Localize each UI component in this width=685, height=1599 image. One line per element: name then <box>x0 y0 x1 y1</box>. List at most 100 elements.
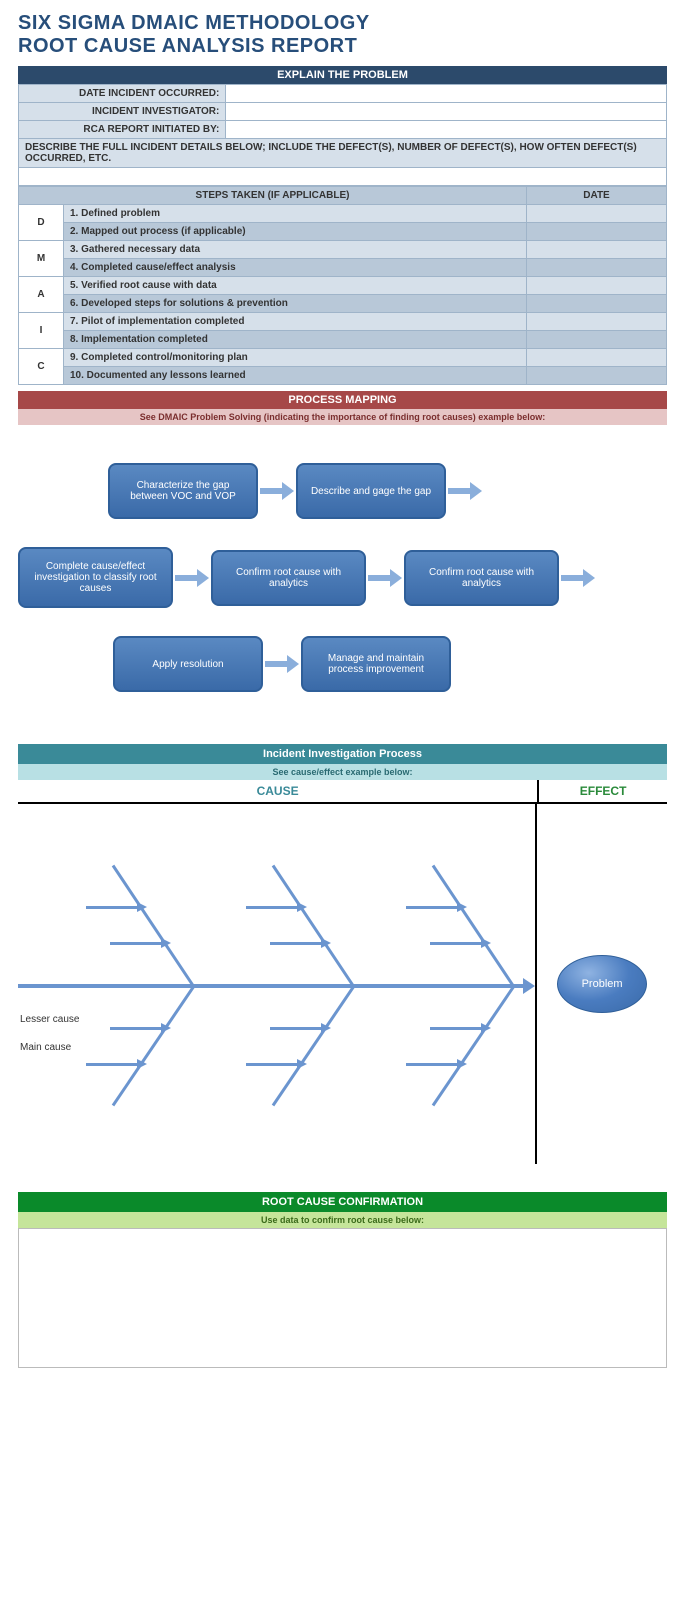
fishbone-cause-area: ToolsProcedureTeamSuppliesSituationSuper… <box>18 804 537 1164</box>
flow-box: Confirm root cause with analytics <box>404 550 559 606</box>
step-text: 10. Documented any lessons learned <box>64 367 527 385</box>
fishbone-bone <box>112 987 194 1107</box>
step-text: 4. Completed cause/effect analysis <box>64 259 527 277</box>
arrow-right-icon <box>161 938 171 948</box>
step-date[interactable] <box>527 313 667 331</box>
step-text: 6. Developed steps for solutions & preve… <box>64 295 527 313</box>
table-row: D 1. Defined problem <box>19 205 667 223</box>
step-date[interactable] <box>527 277 667 295</box>
describe-label: DESCRIBE THE FULL INCIDENT DETAILS BELOW… <box>19 139 667 168</box>
fishbone-subbone <box>246 906 301 909</box>
flow-arrow <box>173 569 211 587</box>
arrow-right-icon <box>481 938 491 948</box>
table-row: INCIDENT INVESTIGATOR: <box>19 103 667 121</box>
table-header-row: STEPS TAKEN (IF APPLICABLE) DATE <box>19 187 667 205</box>
table-row <box>19 168 667 186</box>
step-text: 9. Completed control/monitoring plan <box>64 349 527 367</box>
flow-arrow <box>559 569 597 587</box>
arrow-right-icon <box>457 1059 467 1069</box>
flow-row: Apply resolution Manage and maintain proc… <box>18 636 667 692</box>
flow-box: Apply resolution <box>113 636 263 692</box>
step-text: 3. Gathered necessary data <box>64 241 527 259</box>
flow-box: Describe and gage the gap <box>296 463 446 519</box>
fishbone-subbone <box>270 942 325 945</box>
steps-table: STEPS TAKEN (IF APPLICABLE) DATE D 1. De… <box>18 186 667 385</box>
arrow-right-icon <box>137 1059 147 1069</box>
table-row: 8. Implementation completed <box>19 331 667 349</box>
root-header: ROOT CAUSE CONFIRMATION <box>18 1192 667 1212</box>
flow-arrow <box>366 569 404 587</box>
field-label: DATE INCIDENT OCCURRED: <box>19 85 226 103</box>
steps-header-date: DATE <box>527 187 667 205</box>
dmaic-letter: D <box>19 205 64 241</box>
fishbone-category: Procedure <box>228 824 318 879</box>
table-row: M 3. Gathered necessary data <box>19 241 667 259</box>
root-input[interactable] <box>18 1228 667 1368</box>
fishbone-bone <box>112 865 194 987</box>
fishbone-subbone <box>270 1027 325 1030</box>
table-row: DESCRIBE THE FULL INCIDENT DETAILS BELOW… <box>19 139 667 168</box>
dmaic-letter: I <box>19 313 64 349</box>
field-value[interactable] <box>226 85 667 103</box>
dmaic-letter: C <box>19 349 64 385</box>
step-date[interactable] <box>527 367 667 385</box>
table-row: DATE INCIDENT OCCURRED: <box>19 85 667 103</box>
flow-arrow <box>263 655 301 673</box>
table-row: 10. Documented any lessons learned <box>19 367 667 385</box>
fishbone-subbone <box>430 942 485 945</box>
explain-header: EXPLAIN THE PROBLEM <box>18 66 667 84</box>
flow-box: Complete cause/effect investigation to c… <box>18 547 173 608</box>
arrow-right-icon <box>161 1023 171 1033</box>
effect-label: EFFECT <box>537 780 667 804</box>
flow-row: Characterize the gap between VOC and VOP… <box>18 463 667 519</box>
title-block: SIX SIGMA DMAIC METHODOLOGY ROOT CAUSE A… <box>18 12 667 58</box>
step-text: 2. Mapped out process (if applicable) <box>64 223 527 241</box>
fishbone-bone <box>272 987 354 1107</box>
fishbone-subbone <box>430 1027 485 1030</box>
process-subcaption: See DMAIC Problem Solving (indicating th… <box>18 409 667 425</box>
fishbone-subbone <box>86 906 141 909</box>
arrow-right-icon <box>321 1023 331 1033</box>
step-text: 8. Implementation completed <box>64 331 527 349</box>
fishbone-subbone <box>110 1027 165 1030</box>
arrow-right-icon <box>448 482 482 500</box>
field-value[interactable] <box>226 121 667 139</box>
arrow-right-icon <box>297 1059 307 1069</box>
step-text: 1. Defined problem <box>64 205 527 223</box>
arrow-right-icon <box>297 902 307 912</box>
step-text: 7. Pilot of implementation completed <box>64 313 527 331</box>
incident-subcaption: See cause/effect example below: <box>18 764 667 780</box>
fishbone-bone <box>272 865 354 987</box>
process-header: PROCESS MAPPING <box>18 391 667 409</box>
fishbone-subbone <box>406 906 461 909</box>
table-row: 2. Mapped out process (if applicable) <box>19 223 667 241</box>
main-cause-label: Main cause <box>20 1042 71 1053</box>
field-value[interactable] <box>226 103 667 121</box>
describe-input[interactable] <box>19 168 667 186</box>
table-row: 6. Developed steps for solutions & preve… <box>19 295 667 313</box>
table-row: C 9. Completed control/monitoring plan <box>19 349 667 367</box>
step-date[interactable] <box>527 205 667 223</box>
fishbone-subbone <box>86 1063 141 1066</box>
flow-box: Manage and maintain process improvement <box>301 636 451 692</box>
table-row: A 5. Verified root cause with data <box>19 277 667 295</box>
incident-header: Incident Investigation Process <box>18 744 667 764</box>
problem-node: Problem <box>557 955 647 1013</box>
step-date[interactable] <box>527 331 667 349</box>
step-date[interactable] <box>527 259 667 277</box>
step-date[interactable] <box>527 223 667 241</box>
step-date[interactable] <box>527 349 667 367</box>
title-line-1: SIX SIGMA DMAIC METHODOLOGY <box>18 12 667 35</box>
cause-label: CAUSE <box>18 780 537 804</box>
arrow-right-icon <box>368 569 402 587</box>
arrow-right-icon <box>321 938 331 948</box>
step-date[interactable] <box>527 295 667 313</box>
title-line-2: ROOT CAUSE ANALYSIS REPORT <box>18 35 667 58</box>
step-date[interactable] <box>527 241 667 259</box>
lesser-cause-label: Lesser cause <box>20 1014 79 1025</box>
steps-header-steps: STEPS TAKEN (IF APPLICABLE) <box>19 187 527 205</box>
field-label: RCA REPORT INITIATED BY: <box>19 121 226 139</box>
dmaic-letter: A <box>19 277 64 313</box>
flow-box: Characterize the gap between VOC and VOP <box>108 463 258 519</box>
field-label: INCIDENT INVESTIGATOR: <box>19 103 226 121</box>
